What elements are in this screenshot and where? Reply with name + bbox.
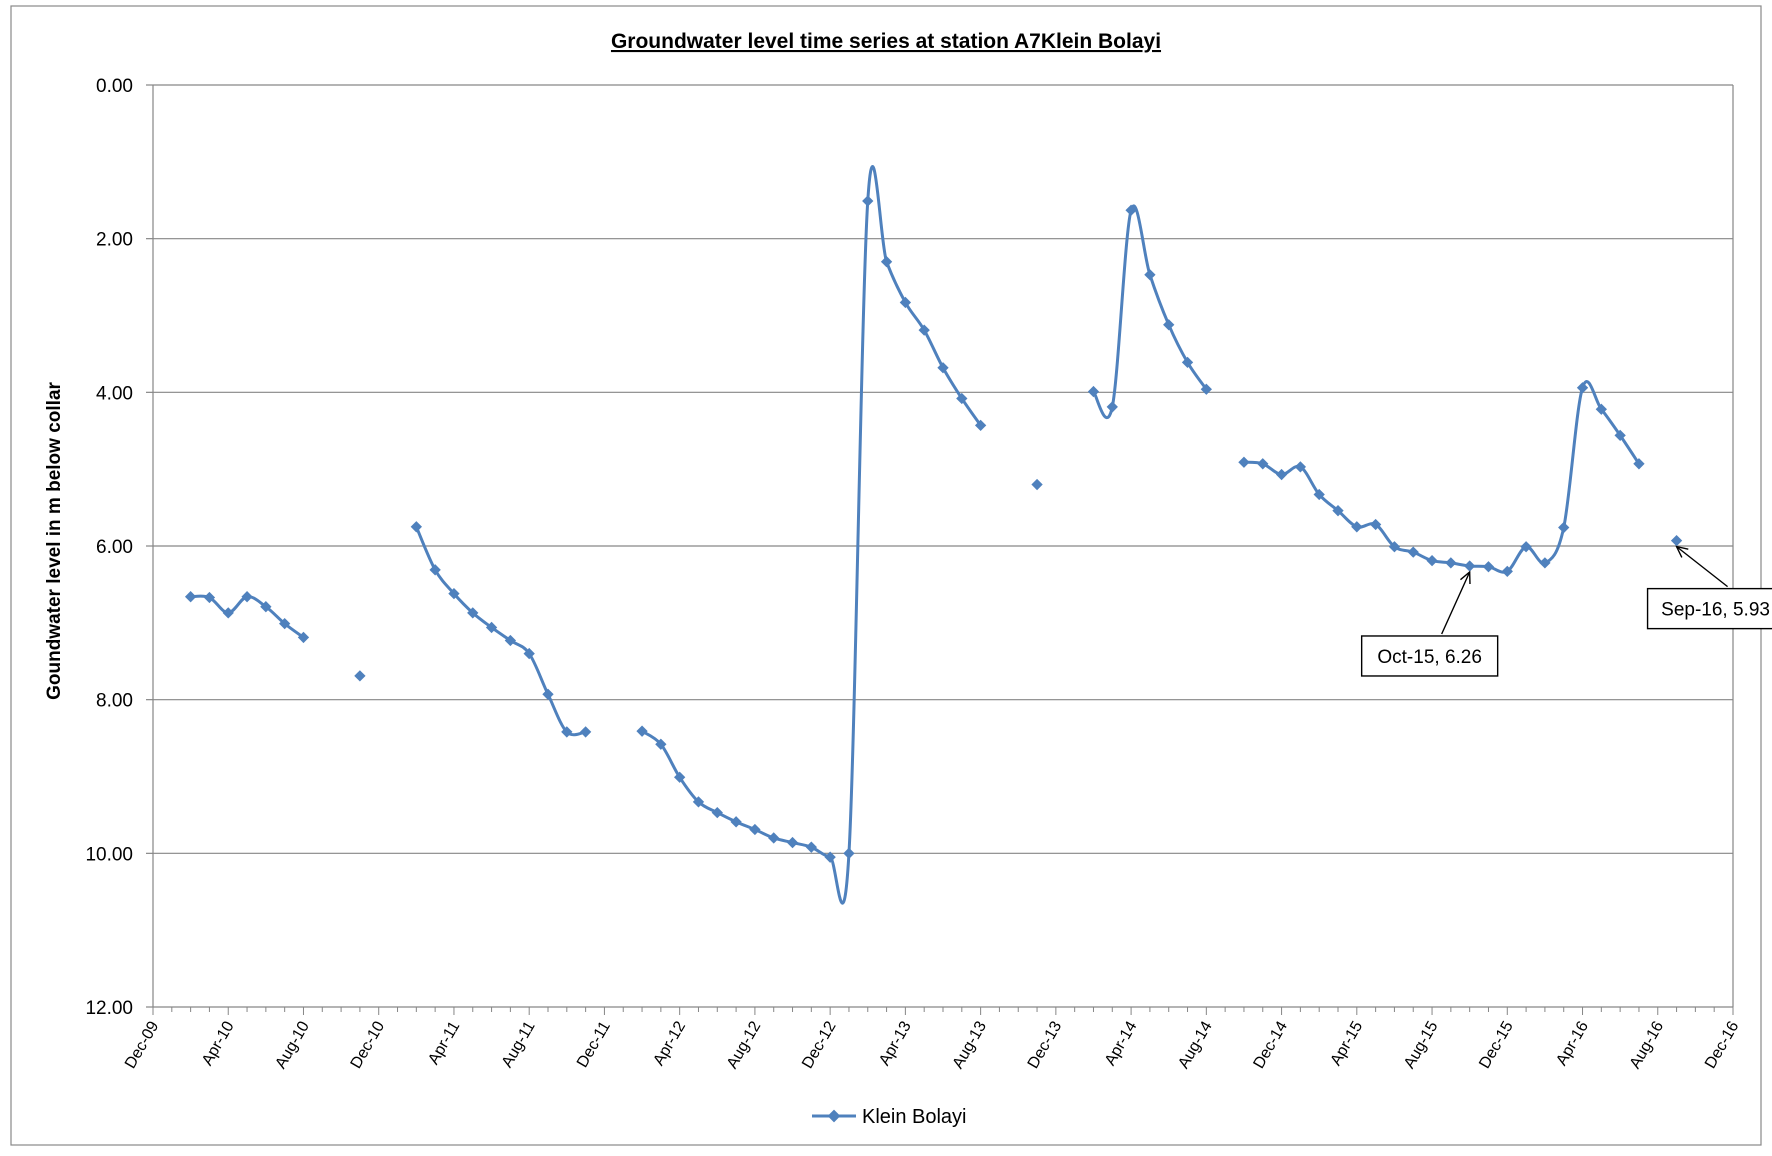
data-point bbox=[899, 296, 912, 309]
series-klein-bolayi bbox=[184, 165, 1683, 905]
y-tick-label: 10.00 bbox=[85, 844, 133, 865]
data-point bbox=[1351, 521, 1363, 533]
data-point bbox=[222, 607, 234, 619]
data-point bbox=[1501, 565, 1513, 578]
data-point bbox=[523, 647, 535, 660]
y-tick-label: 8.00 bbox=[96, 691, 133, 712]
series-line bbox=[414, 526, 586, 737]
data-point bbox=[730, 816, 742, 828]
data-point bbox=[485, 621, 498, 634]
data-point bbox=[297, 631, 310, 644]
data-point bbox=[279, 617, 291, 630]
chart-title: Groundwater level time series at station… bbox=[611, 30, 1161, 53]
data-point bbox=[1539, 557, 1551, 569]
data-point bbox=[674, 771, 686, 783]
data-point bbox=[1464, 560, 1476, 572]
data-point bbox=[354, 670, 366, 682]
data-point bbox=[636, 725, 648, 737]
data-point bbox=[561, 726, 573, 738]
series-line bbox=[641, 165, 982, 905]
data-point bbox=[1633, 458, 1645, 470]
data-point bbox=[1614, 429, 1626, 442]
data-point bbox=[203, 591, 216, 604]
y-tick-label: 6.00 bbox=[96, 537, 133, 558]
data-point bbox=[824, 851, 836, 863]
data-point bbox=[467, 607, 479, 619]
data-point bbox=[655, 738, 667, 750]
data-point bbox=[1031, 478, 1043, 491]
data-point bbox=[1313, 488, 1325, 501]
data-point bbox=[1520, 541, 1532, 553]
chart-frame bbox=[10, 5, 1762, 1146]
data-point bbox=[410, 521, 422, 533]
data-point bbox=[184, 591, 197, 603]
data-point bbox=[918, 324, 930, 336]
data-point bbox=[1106, 401, 1118, 413]
data-point bbox=[862, 195, 874, 207]
annotation-arrowhead bbox=[1460, 570, 1471, 584]
data-point bbox=[579, 726, 592, 738]
y-tick-label: 0.00 bbox=[96, 76, 133, 97]
data-point bbox=[1257, 458, 1269, 470]
data-point bbox=[1163, 319, 1175, 331]
data-point bbox=[768, 832, 780, 844]
data-point bbox=[260, 601, 272, 613]
data-point bbox=[1482, 561, 1495, 573]
data-point bbox=[1087, 385, 1100, 398]
data-point bbox=[1558, 521, 1570, 534]
annotation-arrow bbox=[1441, 571, 1471, 635]
annotation-label: Sep-16, 5.93 bbox=[1661, 600, 1770, 621]
data-point bbox=[1200, 383, 1212, 395]
data-point bbox=[1181, 356, 1194, 369]
data-point bbox=[1144, 269, 1156, 281]
annotation-arrow bbox=[1676, 546, 1729, 588]
gridlines bbox=[153, 84, 1733, 854]
data-point bbox=[1125, 204, 1137, 216]
data-point bbox=[786, 836, 799, 849]
annotation-label: Oct-15, 6.26 bbox=[1377, 647, 1482, 668]
annotation-box bbox=[1360, 635, 1499, 677]
data-point bbox=[1275, 468, 1288, 481]
data-point bbox=[1388, 541, 1401, 553]
data-point bbox=[1595, 403, 1607, 415]
data-point bbox=[1445, 557, 1457, 569]
y-tick-label: 2.00 bbox=[96, 230, 133, 251]
data-point bbox=[937, 362, 949, 374]
data-point bbox=[711, 806, 723, 819]
legend-label: Klein Bolayi bbox=[862, 1106, 967, 1128]
y-tick-label: 4.00 bbox=[96, 383, 133, 404]
data-point bbox=[429, 564, 441, 576]
data-point bbox=[1369, 518, 1382, 531]
data-point bbox=[1670, 534, 1683, 547]
data-point bbox=[880, 256, 893, 268]
data-point bbox=[542, 688, 554, 700]
data-point bbox=[1238, 456, 1250, 468]
data-point bbox=[805, 841, 817, 853]
data-point bbox=[1332, 504, 1344, 517]
data-point bbox=[956, 392, 968, 405]
data-point bbox=[241, 591, 253, 603]
y-tick-label: 12.00 bbox=[85, 998, 133, 1019]
annotation-arrowhead bbox=[1675, 545, 1689, 558]
data-point bbox=[1407, 546, 1419, 558]
data-point bbox=[1426, 554, 1438, 567]
data-point bbox=[1576, 382, 1589, 394]
data-point bbox=[749, 823, 761, 836]
data-point bbox=[692, 796, 705, 808]
data-point bbox=[1294, 461, 1307, 473]
data-point bbox=[974, 419, 987, 432]
data-point bbox=[504, 634, 517, 647]
y-axis-label: Goundwater level in m below collar bbox=[44, 381, 65, 699]
data-point bbox=[843, 847, 855, 859]
annotation-box bbox=[1646, 587, 1772, 630]
annotations: Oct-15, 6.26 Sep-16, 5.93 bbox=[1360, 545, 1772, 677]
data-point bbox=[448, 587, 460, 600]
